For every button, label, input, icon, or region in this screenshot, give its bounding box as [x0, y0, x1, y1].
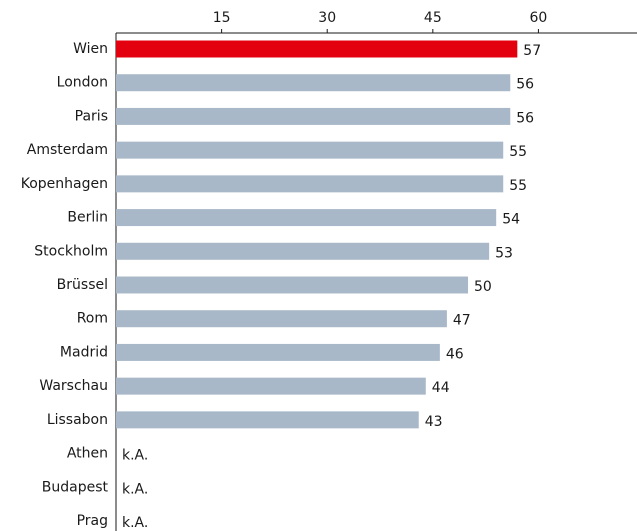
bar — [116, 310, 447, 328]
value-label: 55 — [509, 178, 527, 194]
category-label: Warschau — [39, 378, 108, 394]
category-label: Budapest — [42, 479, 109, 495]
value-label: k.A. — [122, 481, 148, 497]
category-label: Berlin — [67, 210, 108, 226]
x-tick-label: 60 — [530, 10, 548, 26]
x-tick-label: 30 — [318, 10, 336, 26]
value-label: 55 — [509, 144, 527, 160]
bar — [116, 343, 440, 361]
value-label: 53 — [495, 245, 513, 261]
value-label: 44 — [432, 380, 450, 396]
category-label: Brüssel — [57, 277, 108, 293]
category-label: Kopenhagen — [21, 176, 108, 192]
category-label: Madrid — [60, 344, 108, 360]
x-tick-label: 45 — [424, 10, 442, 26]
category-label: Prag — [77, 513, 108, 529]
value-label: k.A. — [122, 515, 148, 531]
category-label: Athen — [67, 446, 108, 462]
category-label: Amsterdam — [27, 142, 108, 158]
value-label: 54 — [502, 212, 520, 228]
value-label: 56 — [516, 77, 534, 93]
value-label: 50 — [474, 279, 492, 295]
bar — [116, 175, 504, 193]
value-label: 46 — [446, 346, 464, 362]
category-label: Lissabon — [47, 412, 108, 428]
value-label: 56 — [516, 110, 534, 126]
bar — [116, 276, 469, 294]
bar — [116, 107, 511, 125]
bar — [116, 242, 490, 260]
value-label: k.A. — [122, 448, 148, 464]
value-label: 47 — [453, 313, 471, 329]
bar — [116, 209, 497, 227]
category-label: Stockholm — [34, 243, 108, 259]
x-tick-label: 15 — [213, 10, 231, 26]
category-label: Paris — [75, 108, 108, 124]
category-label: Wien — [73, 41, 108, 57]
category-label: London — [57, 75, 108, 91]
bar — [116, 40, 518, 58]
bar — [116, 141, 504, 159]
bar — [116, 411, 419, 429]
value-label: 43 — [425, 414, 443, 430]
category-label: Rom — [77, 311, 108, 327]
bar — [116, 377, 426, 395]
value-label: 57 — [523, 43, 541, 59]
bar — [116, 74, 511, 92]
